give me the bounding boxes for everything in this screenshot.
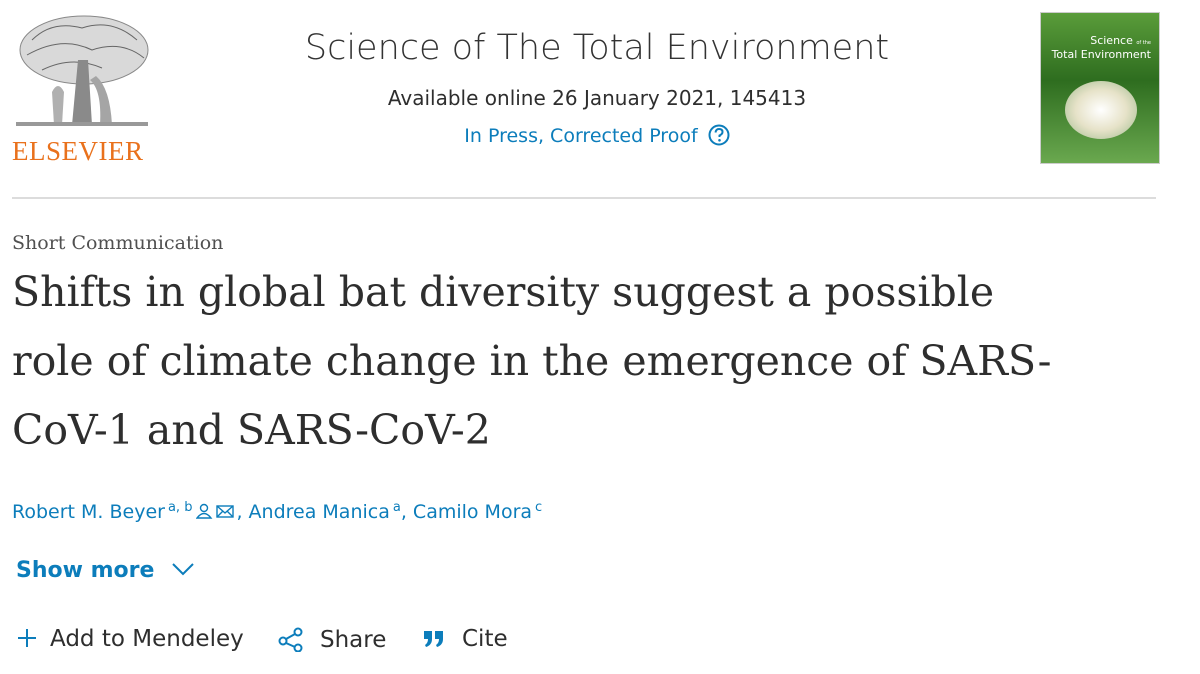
author-name[interactable]: Andrea Manica [248,501,390,524]
author-affiliation[interactable]: a [392,500,401,515]
cover-text: Total Environment [1051,48,1151,61]
divider [12,197,1156,199]
author-affiliation[interactable]: c [535,500,543,515]
article-title: role of climate change in the emergence … [12,337,1052,385]
author-name[interactable]: Robert M. Beyer [12,501,165,524]
show-more-text[interactable]: Show more [16,558,155,583]
author-icons[interactable] [196,502,236,520]
mendeley-text[interactable]: Add to Mendeley [50,626,244,652]
share-button[interactable]: Share [278,626,386,653]
help-icon[interactable] [708,124,730,146]
journal-title[interactable]: Science of The Total Environment [304,28,890,68]
mendeley-button[interactable]: Add to Mendeley [16,626,244,652]
article-title: CoV-1 and SARS-CoV-2 [12,406,491,454]
author-affiliation[interactable]: a, b [167,500,193,515]
article-title: Shifts in global bat diversity suggest a… [12,268,995,316]
plus-icon[interactable] [16,627,38,649]
cover-image [1065,81,1137,139]
status-text[interactable]: In Press, Corrected Proof [464,125,698,147]
cover-text: of the [1136,40,1151,46]
status[interactable]: In Press, Corrected Proof [0,124,1194,147]
publisher: ELSEVIER [12,136,144,166]
author-name[interactable]: Camilo Mora [412,501,533,524]
share-text[interactable]: Share [320,627,387,653]
cover-title: Science of the Total Environment [1052,35,1151,60]
journal-cover[interactable]: Science of the Total Environment [1040,12,1160,164]
author[interactable]: Robert M. Beyer a, b [12,500,236,524]
chevron-icon[interactable] [170,561,196,577]
cite-text[interactable]: Cite [462,626,508,652]
show-more[interactable]: Show more [16,558,196,583]
article-type: Short Communication [12,232,224,254]
share-icon[interactable] [278,626,304,653]
elsevier-tree-logo [16,15,149,126]
cite-button[interactable]: Cite [422,626,508,652]
quote-icon[interactable] [422,627,446,649]
availability: Available online 26 January 2021, 145413 [387,86,807,110]
cover-text: Science [1090,34,1133,47]
